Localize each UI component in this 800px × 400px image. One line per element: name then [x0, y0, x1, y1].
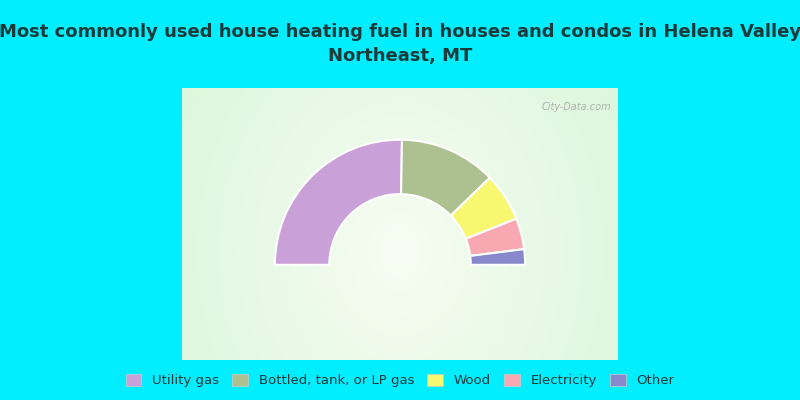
Wedge shape — [401, 140, 490, 216]
Text: Most commonly used house heating fuel in houses and condos in Helena Valley
Nort: Most commonly used house heating fuel in… — [0, 23, 800, 65]
Wedge shape — [466, 219, 524, 256]
Wedge shape — [450, 178, 516, 239]
Wedge shape — [470, 249, 525, 265]
Wedge shape — [275, 140, 402, 265]
Text: City-Data.com: City-Data.com — [541, 102, 611, 112]
Legend: Utility gas, Bottled, tank, or LP gas, Wood, Electricity, Other: Utility gas, Bottled, tank, or LP gas, W… — [122, 370, 678, 392]
